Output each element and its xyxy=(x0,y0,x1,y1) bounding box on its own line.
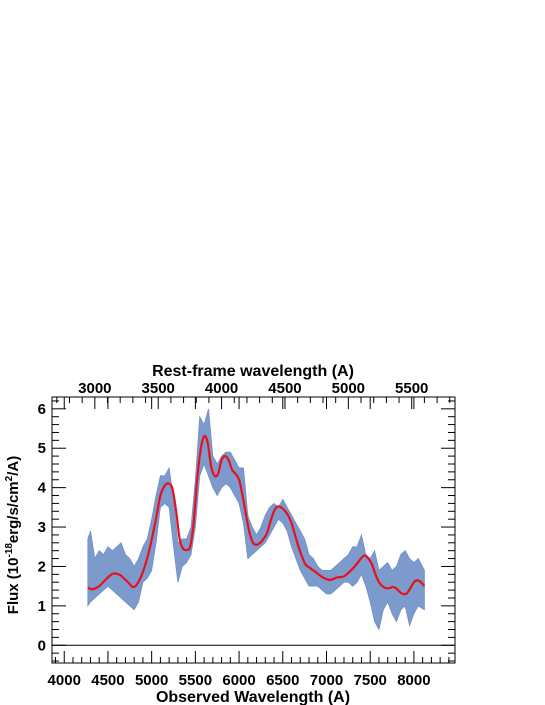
x-tick-label: 5000 xyxy=(135,672,168,689)
x-axis-title: Observed Wavelength (A) xyxy=(156,689,350,705)
top-tick-label: 4000 xyxy=(205,380,238,397)
y-tick-label: 1 xyxy=(38,598,46,615)
y-axis-title-part1: Flux (10 xyxy=(5,558,22,615)
y-tick-label: 3 xyxy=(38,519,46,536)
top-tick-label: 4500 xyxy=(268,380,301,397)
x-tick-label: 5500 xyxy=(179,672,212,689)
x-tick-label: 7000 xyxy=(310,672,343,689)
smoothed-fit-line xyxy=(87,434,426,596)
y-axis-title-sup2: 2 xyxy=(4,475,15,481)
y-axis-title-sup1: -18 xyxy=(4,543,15,558)
top-tick-label: 5000 xyxy=(332,380,365,397)
y-axis-title-part2: erg/s/cm xyxy=(5,481,22,543)
axis-ticks xyxy=(52,397,455,663)
y-tick-label: 2 xyxy=(38,558,46,575)
y-tick-label: 6 xyxy=(38,401,46,418)
x-tick-label: 6500 xyxy=(266,672,299,689)
y-tick-label: 4 xyxy=(38,480,47,497)
top-tick-label: 3500 xyxy=(142,380,175,397)
y-axis-title-part3: /A) xyxy=(5,456,22,476)
y-tick-label: 5 xyxy=(38,440,46,457)
fit-line-path xyxy=(87,434,426,596)
observed-spectrum-band xyxy=(87,408,425,631)
x-tick-label: 8000 xyxy=(397,672,430,689)
x-tick-label: 6000 xyxy=(222,672,255,689)
x-tick-label: 7500 xyxy=(354,672,387,689)
top-tick-label: 3000 xyxy=(78,380,111,397)
spectrum-band-area xyxy=(87,408,425,631)
top-axis-title: Rest-frame wavelength (A) xyxy=(152,363,354,380)
tick-labels: 4000 4500 5000 5500 6000 6500 7000 7500 8000 3000… xyxy=(38,380,431,689)
x-tick-label: 4500 xyxy=(91,672,124,689)
y-axis-title: Flux (10-18erg/s/cm2/A) xyxy=(4,456,22,614)
plot-frame xyxy=(51,396,456,664)
top-tick-label: 5500 xyxy=(395,380,428,397)
y-tick-label: 0 xyxy=(38,637,46,654)
x-tick-label: 4000 xyxy=(48,672,81,689)
